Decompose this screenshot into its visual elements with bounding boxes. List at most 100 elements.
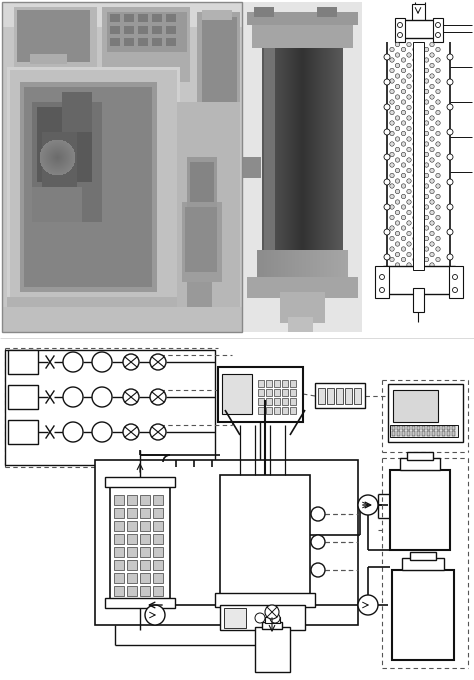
Circle shape (390, 194, 394, 199)
Bar (290, 398, 296, 405)
Circle shape (424, 142, 428, 146)
Circle shape (395, 189, 400, 194)
Bar (258, 380, 264, 387)
Circle shape (424, 237, 428, 241)
Circle shape (413, 68, 417, 73)
Circle shape (395, 179, 400, 183)
Circle shape (418, 252, 423, 256)
Circle shape (413, 58, 417, 62)
Circle shape (430, 189, 434, 194)
Circle shape (395, 262, 400, 267)
Bar (375, 266, 389, 298)
Circle shape (447, 54, 453, 60)
Circle shape (401, 268, 406, 272)
Bar (105, 598, 175, 608)
Circle shape (390, 58, 394, 62)
Bar (274, 389, 280, 396)
Bar (290, 380, 296, 387)
Circle shape (447, 129, 453, 135)
Bar (345, 388, 352, 404)
Circle shape (395, 95, 400, 99)
Circle shape (430, 168, 434, 173)
Circle shape (413, 205, 417, 209)
Circle shape (150, 389, 166, 405)
Circle shape (413, 268, 417, 272)
Circle shape (430, 74, 434, 78)
Bar (417, 431, 420, 436)
Bar (427, 431, 430, 436)
Circle shape (418, 242, 423, 246)
Circle shape (358, 595, 378, 615)
Circle shape (424, 216, 428, 220)
Circle shape (418, 53, 423, 57)
Circle shape (424, 68, 428, 73)
Circle shape (413, 79, 417, 83)
Bar (140, 547, 150, 557)
Circle shape (407, 210, 411, 215)
Bar (222, 374, 252, 414)
Circle shape (424, 194, 428, 199)
Circle shape (390, 110, 394, 115)
Circle shape (418, 200, 423, 204)
Circle shape (395, 74, 400, 78)
Circle shape (436, 237, 440, 241)
Circle shape (436, 173, 440, 177)
Bar (392, 431, 395, 436)
Circle shape (407, 74, 411, 78)
Circle shape (430, 221, 434, 225)
Circle shape (424, 257, 428, 262)
Circle shape (424, 79, 428, 83)
Circle shape (436, 79, 440, 83)
Circle shape (390, 100, 394, 104)
Circle shape (418, 158, 423, 163)
Circle shape (270, 613, 280, 623)
Circle shape (430, 84, 434, 88)
Bar (407, 452, 433, 460)
Bar (290, 389, 296, 396)
Bar (114, 586, 124, 596)
Bar (432, 431, 435, 436)
Circle shape (436, 68, 440, 73)
Circle shape (401, 89, 406, 94)
Circle shape (395, 242, 400, 246)
Circle shape (430, 116, 434, 120)
Circle shape (395, 53, 400, 57)
Circle shape (401, 216, 406, 220)
Bar (127, 547, 137, 557)
Bar (140, 586, 150, 596)
Circle shape (418, 84, 423, 88)
Circle shape (401, 152, 406, 156)
Bar (140, 560, 150, 570)
Bar (318, 388, 325, 404)
Bar (127, 521, 137, 531)
Circle shape (390, 89, 394, 94)
Bar (266, 380, 272, 387)
Circle shape (430, 231, 434, 236)
Bar (412, 431, 415, 436)
Bar (140, 573, 150, 583)
Circle shape (407, 148, 411, 152)
Circle shape (413, 216, 417, 220)
Circle shape (436, 110, 440, 115)
Circle shape (436, 22, 440, 27)
Bar (388, 384, 463, 442)
Bar (8, 350, 38, 374)
Bar (402, 426, 405, 430)
Bar (127, 534, 137, 544)
Circle shape (407, 242, 411, 246)
Circle shape (436, 216, 440, 220)
Bar (452, 426, 455, 430)
Bar (258, 398, 264, 405)
Circle shape (430, 158, 434, 163)
Bar (110, 485, 170, 600)
Bar (153, 547, 163, 557)
Circle shape (407, 84, 411, 88)
Circle shape (418, 126, 423, 131)
Circle shape (390, 205, 394, 209)
Bar (397, 431, 400, 436)
Circle shape (63, 422, 83, 442)
Circle shape (150, 424, 166, 440)
Circle shape (447, 229, 453, 235)
Circle shape (401, 48, 406, 52)
Circle shape (395, 42, 400, 47)
